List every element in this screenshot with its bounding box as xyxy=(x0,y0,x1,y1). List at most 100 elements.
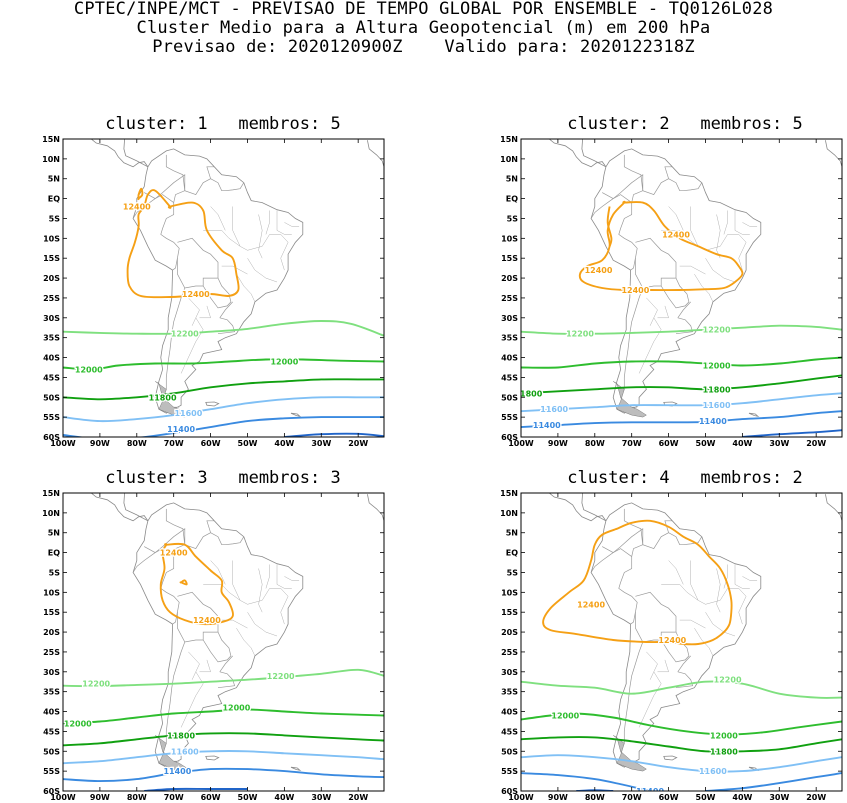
central-america-coastline xyxy=(123,139,149,168)
lon-label: 20W xyxy=(806,793,826,802)
contour-11800 xyxy=(63,732,384,747)
state-border xyxy=(199,659,211,673)
contour-11600 xyxy=(521,392,842,413)
country-border xyxy=(677,301,691,318)
lon-label: 90W xyxy=(90,439,110,448)
lat-label: 35S xyxy=(43,334,60,343)
lon-label: 90W xyxy=(548,793,568,802)
lon-label: 50W xyxy=(696,793,716,802)
lon-label: 100W xyxy=(508,793,534,802)
country-border xyxy=(660,631,690,663)
state-border xyxy=(738,234,747,271)
country-border xyxy=(165,508,215,550)
state-border xyxy=(668,560,684,585)
contour-11600 xyxy=(63,396,384,423)
contour-label-11400: 11400 xyxy=(167,425,195,434)
lat-label: 55S xyxy=(43,767,60,776)
state-border xyxy=(716,214,721,259)
state-border xyxy=(276,564,292,589)
lon-label: 80W xyxy=(127,439,147,448)
contour-12400 xyxy=(606,206,613,247)
contour-label-12000: 12000 xyxy=(75,366,103,375)
panel-title-2: cluster: 2 membros: 5 xyxy=(567,114,803,134)
state-border xyxy=(646,651,658,680)
state-border xyxy=(742,576,758,581)
contour-label-12000: 12000 xyxy=(222,704,250,713)
lon-label: 90W xyxy=(90,793,110,802)
contour-label-11600: 11600 xyxy=(699,767,727,776)
lon-label: 70W xyxy=(164,793,184,802)
lon-label: 50W xyxy=(238,439,258,448)
lat-label: 10S xyxy=(43,234,60,243)
contour-11400 xyxy=(521,410,842,429)
contour-label-12400: 12400 xyxy=(193,616,221,625)
state-border xyxy=(734,210,750,235)
state-border xyxy=(221,265,248,275)
state-border xyxy=(232,206,241,247)
contour-label-12000: 12000 xyxy=(710,731,738,740)
lat-label: 35S xyxy=(501,688,518,697)
contour-lowest xyxy=(144,787,248,791)
lat-label: 20S xyxy=(43,628,60,637)
lat-label: 40S xyxy=(43,708,60,717)
contour-label-12400: 12400 xyxy=(585,266,613,275)
contour-label-12200: 12200 xyxy=(714,676,742,685)
central-america-coastline xyxy=(123,493,149,522)
country-border xyxy=(660,277,690,309)
country-border xyxy=(677,655,691,672)
country-border xyxy=(590,212,596,219)
contour-11400 xyxy=(63,767,384,783)
lat-label: 20S xyxy=(43,274,60,283)
map-panel-2: 12400 12400 12400 12200 12200 12000 11800 11800… xyxy=(500,107,843,448)
lon-label: 70W xyxy=(622,793,642,802)
lat-label: 45S xyxy=(501,727,518,736)
lat-label: 50S xyxy=(43,747,60,756)
state-border xyxy=(723,210,728,235)
africa-coastline xyxy=(825,140,842,175)
lon-label: 60W xyxy=(201,439,221,448)
contour-label-11600: 11600 xyxy=(540,405,568,414)
lat-label: 15S xyxy=(501,254,518,263)
contour-label-12400: 12400 xyxy=(658,636,686,645)
contour-12000 xyxy=(521,712,842,736)
header-line-1: CPTEC/INPE/MCT - PREVISAO DE TEMPO GLOBA… xyxy=(73,0,774,19)
lon-label: 80W xyxy=(585,793,605,802)
map-content: 12400 12400 12200 12200 12000 12000 11800 11600… xyxy=(63,493,384,791)
contour-label-12200: 12200 xyxy=(566,330,594,339)
lon-label: 100W xyxy=(50,439,76,448)
contour-label-11600: 11600 xyxy=(703,401,731,410)
state-border xyxy=(210,560,226,585)
lat-label: 40S xyxy=(501,708,518,717)
lat-label: 55S xyxy=(43,413,60,422)
lon-label: 80W xyxy=(585,439,605,448)
central-america-coastline xyxy=(548,139,607,168)
country-border xyxy=(219,301,233,318)
panel-title-1: cluster: 1 membros: 5 xyxy=(105,114,341,134)
south-america-coastline xyxy=(590,148,762,414)
lat-label: 30S xyxy=(501,314,518,323)
lat-label: 25S xyxy=(501,648,518,657)
contour-12000 xyxy=(63,358,384,371)
lat-label: EQ xyxy=(506,549,518,558)
state-border xyxy=(247,612,278,637)
lon-label: 40W xyxy=(274,793,294,802)
lat-label: 30S xyxy=(501,668,518,677)
state-border xyxy=(203,584,281,605)
contour-11400 xyxy=(521,772,651,791)
state-border xyxy=(280,588,289,625)
cuba-coastline xyxy=(578,107,613,119)
country-border xyxy=(210,178,245,192)
lon-label: 20W xyxy=(348,439,368,448)
state-border xyxy=(679,619,706,629)
lon-label: 60W xyxy=(659,439,679,448)
lon-label: 50W xyxy=(238,793,258,802)
state-border xyxy=(258,568,263,613)
lat-label: 10N xyxy=(500,155,518,164)
country-border xyxy=(594,548,638,625)
country-border xyxy=(165,154,215,196)
state-border xyxy=(236,627,256,657)
country-border xyxy=(635,237,677,289)
header-line-3: Previsao de: 2020120900Z Valido para: 20… xyxy=(152,37,695,57)
contour-label-11400: 11400 xyxy=(163,767,191,776)
lat-label: 60S xyxy=(43,787,60,796)
